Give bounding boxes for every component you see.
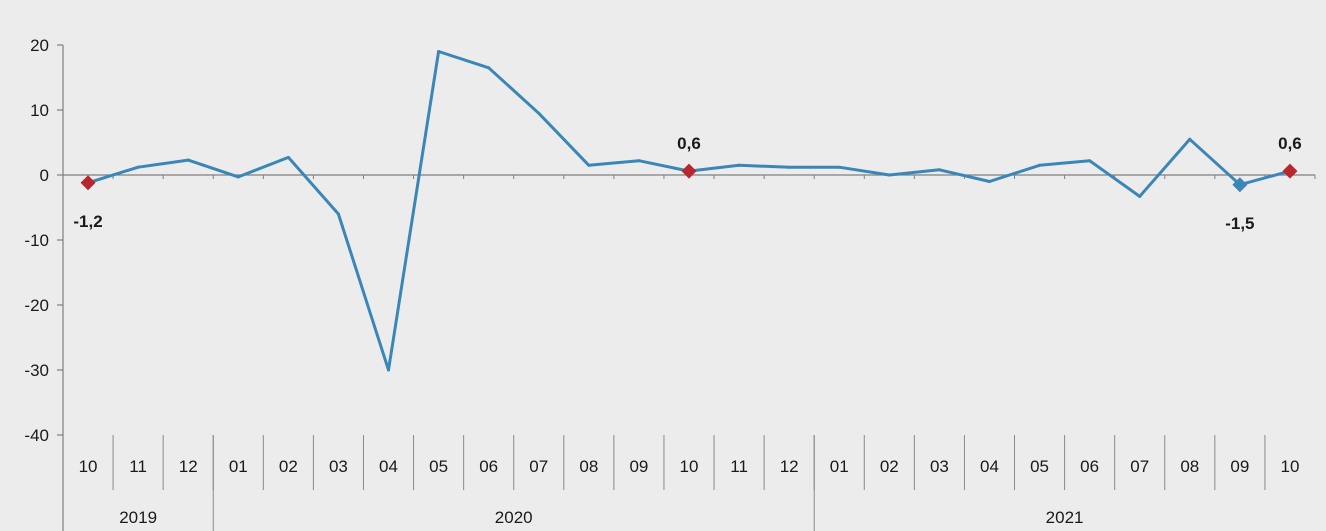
x-tick-label: 09 xyxy=(629,457,648,476)
data-point xyxy=(487,66,491,70)
x-tick-label: 10 xyxy=(1280,457,1299,476)
data-point xyxy=(1038,163,1042,167)
data-point xyxy=(437,50,441,53)
x-tick-label: 02 xyxy=(880,457,899,476)
y-tick-label: 0 xyxy=(40,166,49,185)
data-point xyxy=(387,368,391,372)
x-tick-label: 08 xyxy=(1180,457,1199,476)
year-label: 2019 xyxy=(119,508,157,527)
x-tick-label: 03 xyxy=(930,457,949,476)
x-tick-label: 10 xyxy=(79,457,98,476)
series-line xyxy=(86,50,1292,372)
x-tick-label: 03 xyxy=(329,457,348,476)
highlight-marker xyxy=(1282,163,1298,179)
x-tick-label: 11 xyxy=(730,457,748,476)
data-point xyxy=(587,163,591,167)
data-point xyxy=(737,163,741,167)
data-point xyxy=(136,165,140,169)
data-label: 0,6 xyxy=(1278,134,1302,153)
highlight-marker xyxy=(80,175,96,191)
y-tick-label: 10 xyxy=(30,101,49,120)
data-label: 0,6 xyxy=(677,134,701,153)
data-point xyxy=(1088,159,1092,163)
y-tick-label: -40 xyxy=(24,426,49,445)
x-tick-label: 12 xyxy=(179,457,198,476)
x-tick-label: 06 xyxy=(479,457,498,476)
x-tick-label: 10 xyxy=(680,457,699,476)
x-tick-label: 07 xyxy=(529,457,548,476)
data-point xyxy=(186,158,190,162)
y-tick-label: -20 xyxy=(24,296,49,315)
x-tick-label: 05 xyxy=(429,457,448,476)
x-tick-label: 04 xyxy=(980,457,999,476)
y-tick-label: -10 xyxy=(24,231,49,250)
data-point xyxy=(837,165,841,169)
data-point xyxy=(336,212,340,216)
data-point xyxy=(787,165,791,169)
data-point xyxy=(887,173,891,177)
data-point xyxy=(987,180,991,183)
x-tick-label: 05 xyxy=(1030,457,1049,476)
year-label: 2021 xyxy=(1046,508,1084,527)
x-tick-label: 01 xyxy=(830,457,849,476)
x-tick-label: 06 xyxy=(1080,457,1099,476)
data-point xyxy=(1138,194,1142,198)
highlight-marker xyxy=(681,163,697,179)
data-point xyxy=(637,159,641,163)
year-label: 2020 xyxy=(495,508,533,527)
x-tick-label: 08 xyxy=(579,457,598,476)
x-tick-label: 11 xyxy=(129,457,147,476)
x-tick-label: 01 xyxy=(229,457,248,476)
x-tick-label: 09 xyxy=(1230,457,1249,476)
data-label: -1,2 xyxy=(73,212,102,231)
data-label: -1,5 xyxy=(1225,214,1254,233)
data-point xyxy=(937,168,941,172)
y-tick-label: 20 xyxy=(30,36,49,55)
data-point xyxy=(236,175,240,179)
data-point xyxy=(1188,137,1192,141)
data-point xyxy=(286,155,290,159)
x-tick-label: 04 xyxy=(379,457,398,476)
x-tick-label: 12 xyxy=(780,457,799,476)
x-tick-label: 02 xyxy=(279,457,298,476)
x-tick-label: 07 xyxy=(1130,457,1149,476)
highlight-marker xyxy=(1232,177,1248,193)
y-tick-label: -30 xyxy=(24,361,49,380)
data-point xyxy=(537,111,541,115)
